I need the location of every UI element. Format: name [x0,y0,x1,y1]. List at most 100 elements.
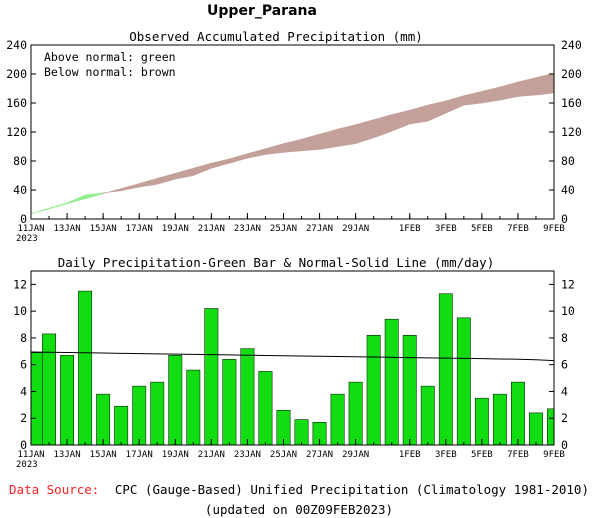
daily-precip-bar [96,393,111,446]
x-tick-label: 25JAN [270,450,297,460]
daily-precip-bar [492,393,507,446]
x-year-label: 2023 [16,460,38,470]
daily-precip-bar [42,333,56,446]
y-tick-label-right: 0 [561,212,568,226]
daily-precip-bar [529,412,543,446]
x-tick-label: 7FEB [507,450,529,460]
daily-precip-bar [547,408,555,446]
accumulation-difference-band [481,86,501,104]
accumulation-difference-band [463,91,483,106]
daily-precip-bar [474,397,489,446]
y-tick-label-left: 0 [20,438,27,452]
accumulation-difference-band [174,167,194,180]
x-tick-label: 15JAN [90,224,117,234]
y-tick-label-left: 40 [13,183,27,197]
daily-precip-bar [294,419,309,446]
accumulation-difference-band [138,178,158,188]
daily-precip-bar [420,385,435,446]
daily-precip-bar [186,369,201,446]
daily-precip-bar [384,318,399,446]
x-tick-label: 3FEB [435,224,457,234]
y-tick-label-right: 2 [561,411,568,425]
x-tick-label: 11JAN [17,224,44,234]
y-tick-label-left: 8 [20,331,27,345]
daily-precip-bar [114,405,129,446]
x-tick-label: 5FEB [471,224,493,234]
y-tick-label-left: 2 [20,411,27,425]
daily-precip-bar [348,381,363,446]
x-tick-label: 9FEB [543,224,565,234]
daily-precip-bar [78,290,93,446]
daily-precip-bar [258,371,273,446]
updated-stamp: (updated on 00Z09FEB2023) [205,502,393,517]
x-tick-label: 17JAN [126,224,153,234]
x-tick-label: 19JAN [162,450,189,460]
accumulation-difference-band [409,104,429,125]
accumulation-difference-band [517,77,537,97]
daily-precip-bar [511,381,525,446]
data-source-line: Data Source: CPC (Gauge-Based) Unified P… [9,482,589,497]
y-tick-label-right: 120 [561,125,582,139]
y-tick-label-left: 4 [20,384,27,398]
x-tick-label: 5FEB [471,450,493,460]
data-source-label: Data Source: [9,482,99,497]
daily-precip-bar [222,359,237,446]
y-tick-label-left: 160 [6,96,27,110]
accumulated-plot-area [30,72,555,215]
x-tick-label: 21JAN [198,224,225,234]
daily-precip-bar [132,385,147,446]
accumulation-difference-band [427,100,447,122]
accumulation-difference-band [391,109,411,132]
x-tick-label: 27JAN [306,224,333,234]
y-tick-label-left: 10 [13,304,27,318]
accumulation-difference-band [156,172,176,185]
daily-precip-bar [168,355,183,446]
accumulation-difference-band [265,143,284,155]
y-tick-label-right: 8 [561,331,568,345]
daily-precip-bar [240,348,255,446]
y-tick-label-left: 200 [6,67,27,81]
accumulated-chart: Observed Accumulated Precipitation (mm) … [6,29,582,244]
x-tick-label: 21JAN [198,450,225,460]
y-tick-label-left: 12 [13,277,27,291]
accumulation-difference-band [319,128,338,150]
x-tick-label: 9FEB [543,450,565,460]
y-tick-label-right: 240 [561,38,582,52]
daily-normal-line [30,351,555,362]
accumulation-difference-band [211,158,230,169]
x-tick-label: 19JAN [162,224,189,234]
y-tick-label-right: 10 [561,304,575,318]
y-tick-label-left: 0 [20,212,27,226]
accumulated-axes: 0 0 40 40 80 80 120 120 160 160 200 200 240 240 11JAN 1… [6,38,582,244]
legend-above-normal: Above normal: green [44,50,176,64]
accumulation-difference-band [373,114,392,139]
accumulation-difference-band [84,192,104,200]
x-tick-label: 29JAN [342,224,369,234]
y-tick-label-right: 6 [561,358,568,372]
accumulation-difference-band [499,81,519,101]
x-tick-label: 13JAN [54,224,81,234]
daily-chart-title: Daily Precipitation-Green Bar & Normal-S… [58,255,495,270]
x-tick-label: 23JAN [234,450,261,460]
daily-precip-bar [150,381,165,446]
accumulation-difference-band [120,183,140,192]
accumulated-chart-title: Observed Accumulated Precipitation (mm) [129,29,423,44]
accumulation-difference-band [66,194,86,205]
x-tick-label: 23JAN [234,224,261,234]
x-tick-label: 25JAN [270,224,297,234]
accumulation-difference-band [229,153,248,164]
x-tick-label: 11JAN [17,450,44,460]
accumulation-difference-band [535,72,555,96]
accumulation-difference-band [337,124,356,147]
y-tick-label-right: 0 [561,438,568,452]
page-title: Upper_Parana [207,3,317,19]
accumulation-difference-band [48,202,68,210]
x-tick-label: 1FEB [399,224,421,234]
y-tick-label-right: 12 [561,277,575,291]
accumulation-difference-band [301,133,320,152]
y-tick-label-right: 40 [561,183,575,197]
y-tick-label-right: 160 [561,96,582,110]
x-tick-label: 13JAN [54,450,81,460]
x-tick-label: 7FEB [507,224,529,234]
